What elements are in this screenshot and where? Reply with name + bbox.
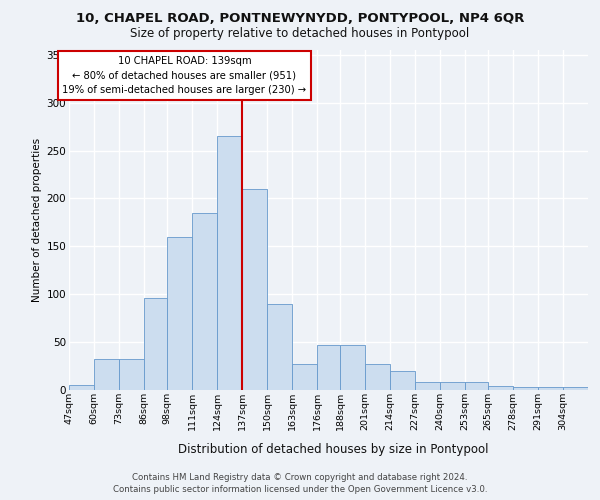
Bar: [390, 371, 415, 390]
Bar: [119, 360, 144, 390]
Bar: [365, 364, 390, 390]
Text: Contains public sector information licensed under the Open Government Licence v3: Contains public sector information licen…: [113, 485, 487, 494]
Bar: [488, 386, 513, 390]
Bar: [538, 387, 563, 390]
Text: 10 CHAPEL ROAD: 139sqm
← 80% of detached houses are smaller (951)
19% of semi-de: 10 CHAPEL ROAD: 139sqm ← 80% of detached…: [62, 56, 307, 96]
Bar: [513, 387, 538, 390]
Bar: [440, 382, 465, 390]
Text: Size of property relative to detached houses in Pontypool: Size of property relative to detached ho…: [130, 28, 470, 40]
Bar: [144, 298, 167, 390]
Bar: [69, 385, 94, 390]
Bar: [94, 360, 119, 390]
Bar: [415, 382, 440, 390]
Text: Contains HM Land Registry data © Crown copyright and database right 2024.: Contains HM Land Registry data © Crown c…: [132, 472, 468, 482]
Bar: [563, 387, 588, 390]
Bar: [317, 345, 340, 390]
Bar: [340, 345, 365, 390]
Text: Distribution of detached houses by size in Pontypool: Distribution of detached houses by size …: [178, 442, 488, 456]
Bar: [267, 304, 292, 390]
Bar: [242, 189, 267, 390]
Text: 10, CHAPEL ROAD, PONTNEWYNYDD, PONTYPOOL, NP4 6QR: 10, CHAPEL ROAD, PONTNEWYNYDD, PONTYPOOL…: [76, 12, 524, 26]
Bar: [192, 213, 217, 390]
Bar: [167, 237, 192, 390]
Y-axis label: Number of detached properties: Number of detached properties: [32, 138, 43, 302]
Bar: [465, 382, 488, 390]
Bar: [217, 136, 242, 390]
Bar: [292, 364, 317, 390]
